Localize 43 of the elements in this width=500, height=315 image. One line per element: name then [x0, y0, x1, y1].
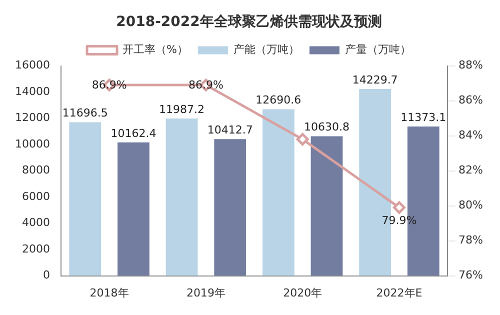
bar	[69, 122, 102, 276]
bar	[310, 136, 343, 276]
data-label: 11696.5	[62, 106, 108, 120]
data-label: 79.9%	[382, 214, 417, 227]
y-tick-label: 0	[42, 268, 50, 282]
legend-label: 产能（万吨）	[233, 43, 300, 56]
legend-label: 开工率（%）	[122, 43, 188, 56]
data-label: 11373.1	[400, 110, 446, 124]
data-label: 86.9%	[92, 78, 127, 92]
y2-tick-label: 78%	[458, 234, 484, 247]
point	[392, 201, 406, 214]
y-tick-label: 16000	[14, 58, 50, 72]
y2-tick-label: 82%	[458, 164, 484, 177]
y-tick-label: 6000	[22, 190, 50, 203]
x-tick-label: 2019年	[186, 286, 226, 300]
bar	[166, 118, 198, 276]
legend-label: 产量（万吨）	[344, 43, 411, 56]
data-label: 86.9%	[188, 78, 224, 92]
y-tick-label: 2000	[22, 242, 50, 256]
y2-tick-label: 86%	[458, 94, 484, 107]
bar	[214, 139, 246, 276]
y-tick-label: 10000	[14, 137, 50, 150]
y2-tick-label: 88%	[458, 58, 484, 72]
data-label: 14229.7	[352, 73, 398, 86]
y-tick-label: 8000	[22, 164, 50, 177]
y-tick-label: 12000	[14, 111, 50, 124]
y2-tick-label: 84%	[458, 128, 484, 142]
data-label: 10412.7	[207, 123, 253, 136]
x-tick-label: 2022年E	[376, 286, 422, 300]
chart-title: 2018-2022年全球聚乙烯供需现状及预测	[116, 14, 382, 30]
y-tick-label: 4000	[22, 216, 50, 230]
point	[296, 133, 309, 146]
x-tick-label: 2020年	[283, 286, 322, 300]
data-label: 12690.6	[256, 94, 302, 107]
data-label: 11987.2	[159, 102, 205, 116]
bar	[262, 109, 294, 276]
y2-tick-label: 76%	[458, 268, 484, 282]
data-label: 10162.4	[110, 126, 156, 140]
bar	[118, 142, 150, 276]
x-tick-label: 2018年	[90, 286, 129, 300]
y-tick-label: 14000	[14, 84, 50, 98]
y2-tick-label: 80%	[458, 198, 484, 212]
data-label: 10630.8	[304, 120, 350, 134]
